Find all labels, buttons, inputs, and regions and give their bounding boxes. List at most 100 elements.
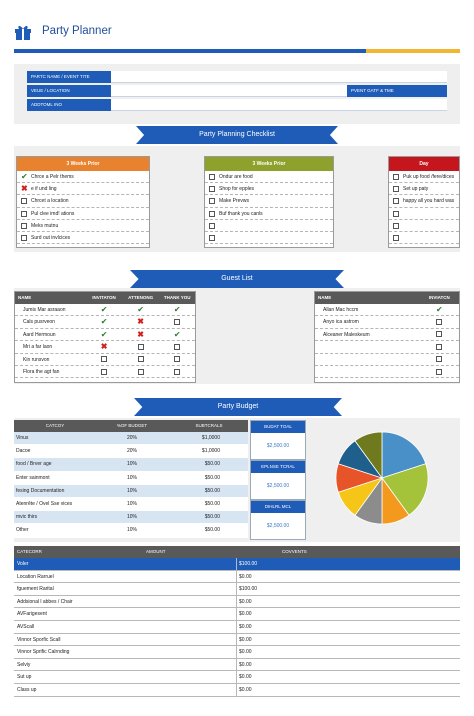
checklist-item[interactable] <box>389 208 459 220</box>
expense-row[interactable]: AVFarigesent $0.00 <box>14 608 460 621</box>
budget-subtotal[interactable]: $50.00 <box>204 500 220 507</box>
budget-subtotal[interactable]: $50.00 <box>204 487 220 494</box>
expense-row[interactable]: fguement Rarital $100.00 <box>14 583 460 596</box>
checkmark-icon[interactable]: ✔ <box>100 329 108 339</box>
expense-amount[interactable]: $100.00 <box>236 583 460 595</box>
expense-row[interactable]: Sut up $0.00 <box>14 671 460 684</box>
checklist-item[interactable]: Set up paty <box>389 183 459 196</box>
budget-percent[interactable]: 10% <box>126 487 137 494</box>
checklist-item[interactable] <box>205 232 333 245</box>
checklist-item[interactable]: Ondur are food <box>205 171 333 184</box>
checkbox[interactable] <box>436 331 443 338</box>
checkmark-icon[interactable]: ✔ <box>100 317 108 327</box>
expense-row[interactable]: Class up $0.00 <box>14 683 460 697</box>
checkbox[interactable] <box>393 210 399 217</box>
additional-info-row[interactable]: ADDTOML INO <box>27 99 447 111</box>
event-name-row[interactable]: PARTC NAME / EVENT TITE <box>27 71 447 83</box>
checkbox[interactable] <box>393 174 399 180</box>
expense-row[interactable]: Selviy $0.00 <box>14 658 460 672</box>
checklist-item[interactable]: ✖ e if und ling <box>17 183 149 196</box>
expense-amount[interactable]: $0.00 <box>236 646 460 658</box>
venue-row[interactable]: VEUE / LOCATION PVENT GATF & TME <box>27 85 447 97</box>
expense-amount[interactable]: $100.00 <box>236 558 460 570</box>
x-mark-icon[interactable]: ✖ <box>137 317 144 327</box>
expense-row[interactable]: Location Rarruel $0.00 <box>14 570 460 584</box>
expense-amount[interactable]: $0.00 <box>236 683 460 696</box>
checkbox[interactable] <box>209 210 215 217</box>
checklist-item[interactable] <box>205 220 333 232</box>
checkmark-icon[interactable]: ✔ <box>21 172 28 181</box>
budget-percent[interactable]: 10% <box>126 461 137 468</box>
expense-amount[interactable]: $0.00 <box>236 658 460 671</box>
budget-percent[interactable]: 10% <box>126 474 137 481</box>
checkbox[interactable] <box>174 343 181 350</box>
checkbox[interactable] <box>137 368 144 375</box>
budget-subtotal[interactable]: $50.00 <box>204 461 220 468</box>
budget-subtotal[interactable]: $1,0000 <box>201 435 220 441</box>
checklist-item[interactable]: Buf thank you canls <box>205 208 333 220</box>
checkbox[interactable] <box>101 368 108 375</box>
checklist-item[interactable]: Make Prevws <box>205 195 333 208</box>
checklist-item[interactable]: Chrcet a location <box>17 195 149 208</box>
checkmark-icon[interactable]: ✔ <box>435 305 443 314</box>
checkbox[interactable] <box>174 356 181 363</box>
expense-amount[interactable]: $0.00 <box>236 570 460 583</box>
checkmark-icon[interactable]: ✔ <box>100 305 108 314</box>
checkmark-icon[interactable]: ✔ <box>137 305 144 314</box>
checkbox[interactable] <box>393 234 399 241</box>
checkbox[interactable] <box>137 343 144 350</box>
expense-amount[interactable]: $0.00 <box>236 608 460 620</box>
checklist-item[interactable]: Puk up food /fere/dices <box>389 171 459 184</box>
checkbox[interactable] <box>209 234 215 241</box>
x-mark-icon[interactable]: ✖ <box>137 329 144 339</box>
x-mark-icon[interactable]: ✖ <box>21 184 28 194</box>
checkbox[interactable] <box>174 319 181 326</box>
checkmark-icon[interactable]: ✔ <box>173 329 181 339</box>
checkbox[interactable] <box>393 198 399 205</box>
expense-row[interactable]: Voler $100.00 <box>14 558 460 571</box>
budget-percent[interactable]: 20% <box>126 448 137 455</box>
expense-row[interactable]: Vinnor Sporfic Scall $0.00 <box>14 633 460 647</box>
budget-percent[interactable]: 10% <box>126 514 137 521</box>
checkbox[interactable] <box>101 356 108 363</box>
budget-percent[interactable]: 20% <box>126 435 137 441</box>
checkbox[interactable] <box>21 210 27 217</box>
checkbox[interactable] <box>209 222 215 229</box>
budget-percent[interactable]: 10% <box>126 527 137 534</box>
expense-amount[interactable]: $0.00 <box>236 633 460 646</box>
checklist-item[interactable]: Pul clee imd! ations <box>17 208 149 220</box>
checkbox[interactable] <box>436 343 443 350</box>
expense-amount[interactable]: $0.00 <box>236 620 460 633</box>
budget-subtotal[interactable]: $50.00 <box>204 514 220 521</box>
expense-amount[interactable]: $0.00 <box>236 671 460 683</box>
checkbox[interactable] <box>174 368 181 375</box>
checklist-item[interactable]: Shop for epples <box>205 183 333 196</box>
checkbox[interactable] <box>436 356 443 363</box>
checklist-item[interactable] <box>389 232 459 245</box>
expense-row[interactable]: Addsional l abbes / Chair $0.00 <box>14 595 460 609</box>
budget-subtotal[interactable]: $50.00 <box>204 474 220 481</box>
checkbox[interactable] <box>436 368 443 375</box>
checkbox[interactable] <box>209 174 215 180</box>
checklist-item[interactable]: Surd out invlcices <box>17 232 149 245</box>
expense-row[interactable]: Vinnor Sprific Calrnding $0.00 <box>14 646 460 659</box>
checkbox[interactable] <box>393 186 399 193</box>
checkbox[interactable] <box>209 198 215 205</box>
x-mark-icon[interactable]: ✖ <box>100 342 108 352</box>
checkmark-icon[interactable]: ✔ <box>173 305 181 314</box>
expense-amount[interactable]: $0.00 <box>236 595 460 608</box>
checkbox[interactable] <box>137 356 144 363</box>
checkbox[interactable] <box>21 234 27 241</box>
checkbox[interactable] <box>209 186 215 193</box>
budget-subtotal[interactable]: $1,0000 <box>201 448 220 455</box>
checkbox[interactable] <box>21 198 27 205</box>
expense-row[interactable]: AVScall $0.00 <box>14 620 460 634</box>
checklist-item[interactable] <box>389 220 459 232</box>
checklist-item[interactable]: ✔ Chrce a Pelr thems <box>17 171 149 184</box>
budget-percent[interactable]: 10% <box>126 500 137 507</box>
checkbox[interactable] <box>21 222 27 229</box>
checklist-item[interactable]: Meks mutnu <box>17 220 149 232</box>
budget-subtotal[interactable]: $50.00 <box>204 527 220 534</box>
checkbox[interactable] <box>436 319 443 326</box>
checklist-item[interactable]: happy all you hard was <box>389 195 459 208</box>
